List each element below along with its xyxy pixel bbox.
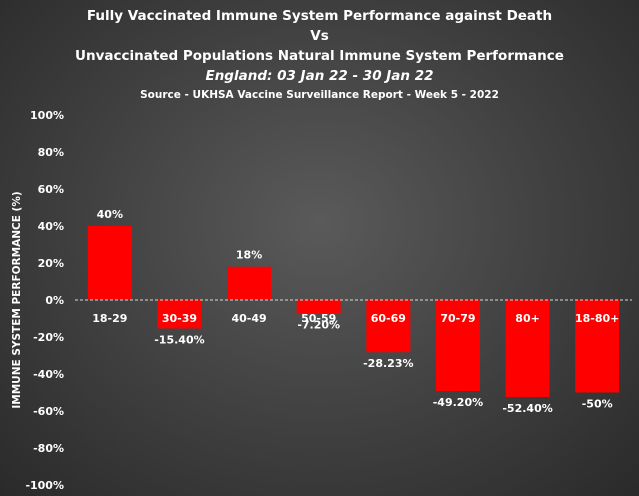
chart-title: Fully Vaccinated Immune System Performan… (86, 8, 553, 24)
bar (435, 300, 480, 392)
y-tick-label: -60% (33, 405, 64, 418)
y-tick-label: 60% (38, 183, 64, 196)
data-label: -28.23% (363, 357, 413, 370)
data-label: 18% (236, 249, 262, 262)
y-tick-label: 20% (38, 257, 64, 270)
chart-title-block: Fully Vaccinated Immune System Performan… (0, 6, 639, 104)
y-tick-label: -100% (25, 479, 64, 492)
x-tick-label: 80+ (515, 312, 540, 325)
y-axis-title: IMMUNE SYSTEM PERFORMANCE (%) (11, 191, 23, 408)
bar (157, 300, 202, 329)
chart-title-line-3: Unvaccinated Populations Natural Immune … (75, 48, 564, 64)
y-tick-label: -80% (33, 442, 64, 455)
x-tick-label: 40-49 (231, 312, 266, 325)
y-tick-label: -20% (33, 331, 64, 344)
data-label: -15.40% (154, 333, 204, 346)
x-tick-label: 18-80+ (575, 312, 619, 325)
bar (296, 300, 341, 314)
x-tick-label: 50-59 (301, 312, 336, 325)
data-label: -52.40% (502, 402, 552, 415)
bar (87, 226, 132, 300)
data-label: -7.20% (297, 318, 340, 331)
chart-title-vs: Vs (310, 28, 329, 44)
data-label: 40% (97, 208, 123, 221)
y-tick-label: 80% (38, 146, 64, 159)
bar (575, 300, 620, 393)
bar (366, 300, 411, 353)
x-tick-label: 30-39 (162, 312, 197, 325)
y-tick-label: 40% (38, 220, 64, 233)
y-tick-label: 0% (45, 294, 64, 307)
chart-subtitle-dates: England: 03 Jan 22 - 30 Jan 22 (205, 68, 434, 84)
x-tick-label: 18-29 (92, 312, 127, 325)
chart-source: Source - UKHSA Vaccine Surveillance Repo… (140, 89, 499, 101)
y-tick-label: -40% (33, 368, 64, 381)
y-tick-label: 100% (30, 109, 64, 122)
x-tick-label: 60-69 (371, 312, 406, 325)
bar (505, 300, 550, 397)
data-label: -50% (582, 398, 613, 411)
data-label: -49.20% (433, 396, 483, 409)
x-tick-label: 70-79 (440, 312, 475, 325)
bar (227, 266, 272, 300)
